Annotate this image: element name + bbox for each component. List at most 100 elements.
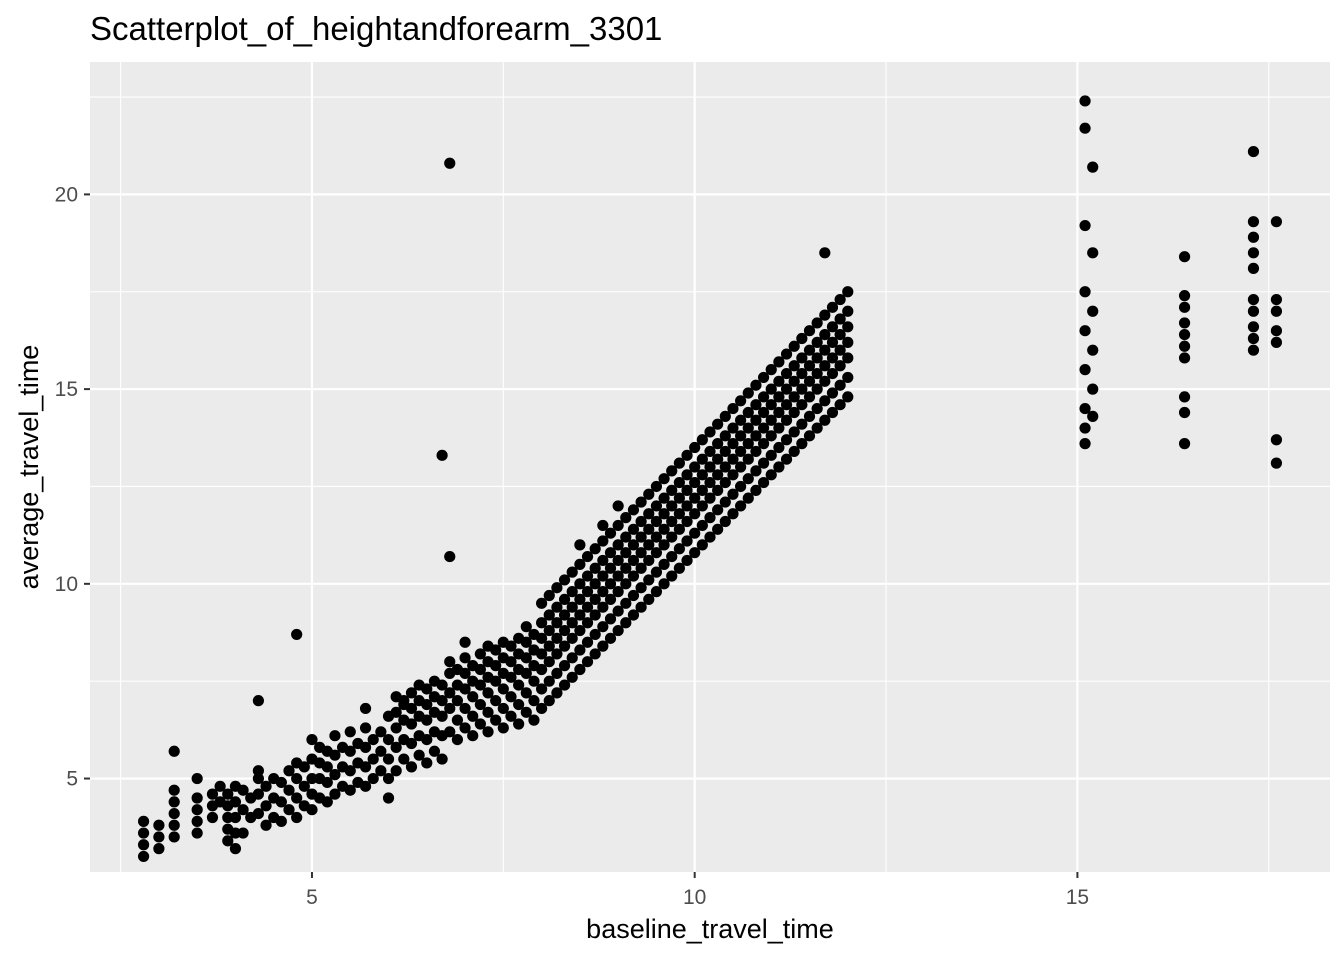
data-point [1247, 344, 1260, 356]
data-point [459, 636, 471, 648]
data-point [773, 375, 785, 387]
data-point [543, 589, 555, 602]
data-point [566, 652, 578, 664]
data-point [750, 430, 762, 442]
data-point [168, 745, 180, 757]
data-point [612, 500, 624, 512]
data-point [735, 395, 747, 407]
data-point [260, 819, 272, 831]
data-point [1178, 391, 1191, 403]
data-point [834, 344, 846, 356]
data-point [229, 827, 242, 839]
data-point [459, 683, 471, 695]
data-point [581, 570, 594, 582]
data-point [635, 496, 647, 508]
data-point [551, 582, 563, 594]
data-point [344, 726, 356, 738]
data-point [214, 780, 226, 792]
data-point [1270, 216, 1283, 228]
data-point [1087, 410, 1099, 422]
data-point [137, 839, 150, 851]
data-point [543, 640, 555, 652]
data-point [275, 796, 287, 808]
data-point [1087, 305, 1099, 317]
data-point [780, 399, 793, 411]
data-point [191, 792, 203, 804]
data-point [803, 325, 816, 337]
y-tick-label: 10 [55, 573, 78, 596]
data-point [153, 843, 165, 855]
data-point [658, 578, 670, 590]
data-point [780, 348, 793, 360]
data-point [191, 804, 203, 816]
data-point [405, 687, 418, 699]
data-point [536, 632, 548, 644]
data-point [329, 730, 341, 742]
data-point [191, 815, 203, 827]
data-point [528, 714, 540, 726]
data-point [566, 586, 578, 598]
data-point [719, 430, 731, 442]
data-point [260, 780, 272, 792]
data-point [643, 488, 655, 500]
data-point [796, 399, 808, 411]
data-point [604, 578, 617, 590]
data-point [689, 527, 701, 539]
data-point [750, 484, 762, 496]
data-point [604, 547, 617, 559]
data-point [1178, 438, 1191, 450]
data-point [796, 352, 808, 364]
data-point [260, 800, 272, 812]
data-point [1178, 317, 1191, 329]
data-point [252, 807, 264, 820]
data-point [390, 722, 402, 734]
data-point [1247, 145, 1260, 158]
data-point [842, 286, 854, 298]
data-point [803, 391, 816, 403]
data-point [803, 410, 816, 422]
data-point [681, 554, 693, 567]
data-point [1247, 321, 1260, 333]
data-point [673, 492, 685, 504]
y-axis-ticks: 5 10 15 20 [55, 183, 90, 791]
data-point [727, 508, 739, 520]
data-point [826, 352, 839, 364]
data-point [696, 539, 708, 551]
data-point [566, 566, 578, 578]
data-point [712, 418, 724, 430]
data-point [543, 675, 555, 687]
data-point [421, 698, 433, 711]
data-point [474, 698, 486, 711]
data-point [1079, 95, 1091, 107]
data-point [436, 695, 448, 707]
data-point [513, 679, 525, 691]
data-point [635, 582, 647, 594]
data-point [612, 539, 624, 551]
data-point [597, 570, 609, 582]
data-point [298, 780, 310, 792]
data-point [1270, 434, 1283, 446]
data-point [727, 422, 739, 434]
data-point [574, 539, 586, 551]
data-point [222, 811, 234, 824]
data-point [505, 656, 517, 668]
data-point [505, 710, 517, 722]
data-point [742, 492, 754, 504]
data-point [643, 523, 655, 535]
data-point [168, 784, 180, 796]
data-point [597, 621, 609, 633]
x-tick-label: 5 [306, 886, 318, 909]
data-point [643, 574, 655, 586]
data-point [1178, 328, 1191, 341]
data-point [382, 792, 395, 804]
data-point [1247, 262, 1260, 274]
data-point [803, 375, 816, 387]
data-point [673, 543, 685, 555]
data-point [444, 702, 456, 715]
data-point [451, 695, 464, 707]
data-point [696, 434, 708, 446]
data-point [543, 656, 555, 668]
y-tick-label: 20 [55, 183, 78, 206]
data-point [765, 469, 777, 481]
data-point [620, 562, 632, 574]
